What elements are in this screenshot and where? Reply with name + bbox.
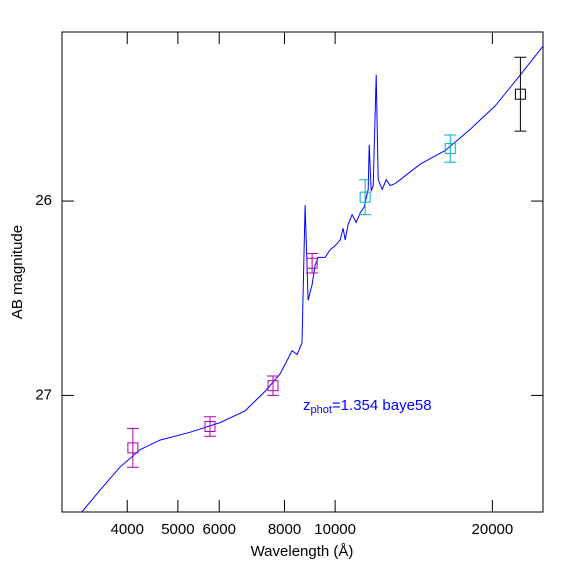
- photometry-point: [267, 380, 279, 392]
- photometry-point: [514, 88, 526, 100]
- x-tick-label: 5000: [161, 521, 194, 538]
- x-tick-label: 10000: [314, 521, 356, 538]
- x-tick-label: 8000: [268, 521, 301, 538]
- x-tick-label: 4000: [111, 521, 144, 538]
- x-tick-label: 20000: [472, 521, 514, 538]
- y-tick-label: 27: [35, 386, 52, 403]
- model-line: [81, 45, 543, 512]
- x-axis-label: Wavelength (Å): [251, 543, 354, 560]
- error-bar: [267, 375, 280, 396]
- error-bar: [306, 253, 319, 274]
- error-bar: [126, 427, 139, 468]
- error-bar: [514, 56, 527, 132]
- photometry-point: [359, 191, 371, 203]
- annotation-sub: phot: [311, 404, 332, 416]
- photometry-point: [204, 420, 216, 432]
- annotation-main: z: [303, 397, 311, 414]
- photometry-point: [127, 442, 139, 454]
- error-bar: [203, 416, 216, 437]
- photometry-point: [306, 257, 318, 269]
- plot-frame: [61, 31, 544, 513]
- photometry-point: [444, 143, 456, 155]
- annotation: zphot=1.354 baye58: [303, 397, 432, 416]
- y-tick-label: 26: [35, 192, 52, 209]
- error-bar: [359, 179, 372, 216]
- error-bar: [444, 134, 457, 163]
- x-tick-label: 6000: [203, 521, 236, 538]
- y-axis-label: AB magnitude: [9, 225, 26, 319]
- annotation-rest: =1.354 baye58: [332, 397, 432, 414]
